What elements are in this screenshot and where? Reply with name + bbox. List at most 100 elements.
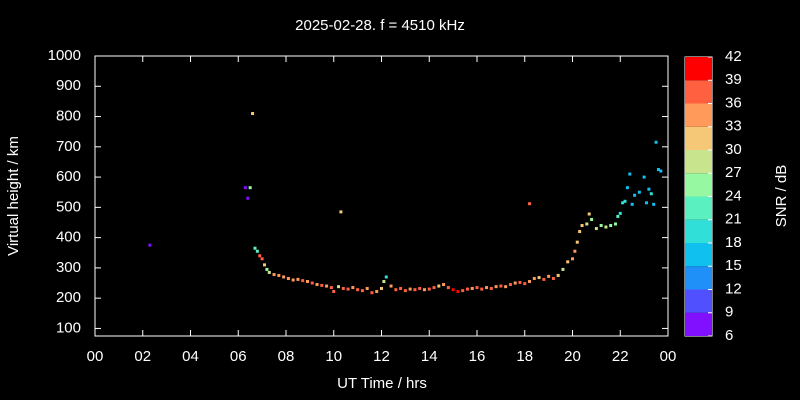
point [590, 217, 594, 221]
y-tick-label: 500 [56, 198, 81, 215]
point [263, 263, 267, 267]
point [356, 288, 360, 292]
point [556, 273, 560, 277]
point [480, 287, 484, 291]
point [461, 289, 465, 293]
point [277, 273, 281, 277]
point [305, 280, 309, 284]
x-tick-label: 02 [134, 348, 151, 365]
point [637, 190, 641, 194]
colorbar-band [685, 173, 712, 197]
colorbar-tick-label: 15 [725, 257, 742, 274]
point [341, 286, 345, 290]
point [408, 287, 412, 291]
point [613, 222, 617, 226]
y-axis-label: Virtual height / km [5, 136, 22, 256]
point [618, 211, 622, 215]
point [575, 240, 579, 244]
point [633, 193, 637, 197]
colorbar-band [685, 103, 712, 127]
point [642, 175, 646, 179]
point [296, 277, 300, 281]
point [418, 286, 422, 290]
x-tick-label: 06 [230, 348, 247, 365]
point [148, 243, 152, 247]
point [537, 276, 541, 280]
point [659, 169, 663, 173]
point [580, 224, 584, 228]
point [282, 275, 286, 279]
colorbar-tick-label: 39 [725, 71, 742, 88]
point [504, 285, 508, 289]
point [523, 282, 527, 286]
colorbar-band [685, 243, 712, 267]
colorbar-tick-label: 12 [725, 280, 742, 297]
colorbar-band [685, 150, 712, 174]
point [267, 270, 271, 274]
point [652, 202, 656, 206]
colorbar-band [685, 126, 712, 150]
point [656, 168, 660, 172]
point [594, 227, 598, 231]
point [310, 281, 314, 285]
colorbar-tick-label: 30 [725, 141, 742, 158]
x-tick-label: 10 [325, 348, 342, 365]
colorbar-tick-label: 36 [725, 94, 742, 111]
point [616, 214, 620, 218]
point [339, 210, 343, 214]
point [599, 224, 603, 228]
point [375, 290, 379, 294]
x-axis-label: UT Time / hrs [337, 375, 427, 392]
colorbar-tick-label: 42 [725, 48, 742, 65]
y-tick-label: 200 [56, 289, 81, 306]
point [446, 286, 450, 290]
x-tick-label: 14 [421, 348, 438, 365]
point [370, 291, 374, 295]
x-tick-label: 00 [660, 348, 677, 365]
point [286, 276, 290, 280]
x-tick-label: 04 [182, 348, 199, 365]
point [251, 112, 255, 116]
colorbar-band [685, 57, 712, 81]
point [360, 289, 364, 293]
point [346, 287, 350, 291]
y-tick-label: 900 [56, 77, 81, 94]
point [571, 257, 574, 261]
point [485, 286, 489, 290]
point [291, 278, 295, 282]
point [258, 254, 262, 258]
point [649, 192, 653, 196]
point [630, 202, 634, 206]
point [547, 274, 551, 278]
colorbar-tick-label: 27 [725, 164, 742, 181]
point [442, 283, 446, 287]
point [609, 224, 613, 228]
point [422, 288, 426, 292]
point [365, 286, 369, 290]
point [451, 288, 455, 292]
point [325, 284, 329, 288]
y-tick-label: 1000 [48, 47, 81, 64]
point [272, 273, 276, 277]
point [528, 280, 532, 284]
point [604, 225, 608, 229]
y-tick-label: 600 [56, 168, 81, 185]
point [260, 257, 264, 261]
point [255, 249, 259, 253]
point [394, 288, 398, 292]
point [351, 286, 355, 290]
colorbar-band [685, 312, 712, 336]
x-tick-label: 22 [612, 348, 629, 365]
point [382, 280, 386, 284]
point [246, 196, 250, 200]
point [587, 212, 591, 216]
x-tick-label: 18 [516, 348, 533, 365]
point [399, 286, 403, 290]
y-tick-label: 400 [56, 229, 81, 246]
point [248, 186, 252, 190]
point [329, 286, 333, 290]
point [337, 285, 341, 289]
point [625, 186, 629, 190]
